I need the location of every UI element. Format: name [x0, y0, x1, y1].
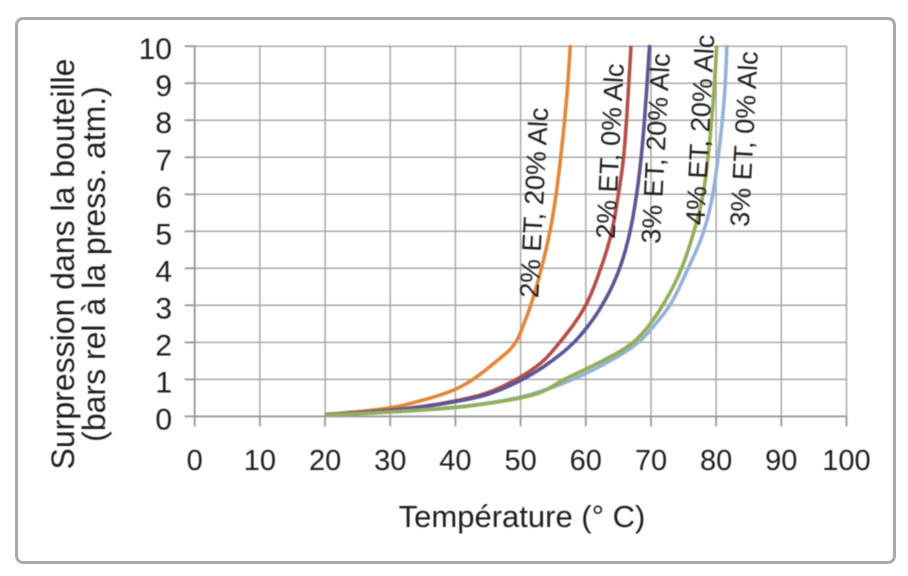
- svg-text:2: 2: [155, 329, 172, 362]
- svg-text:9: 9: [155, 70, 172, 103]
- svg-text:4% ET, 20% Alc: 4% ET, 20% Alc: [680, 34, 720, 226]
- svg-text:90: 90: [765, 445, 797, 477]
- svg-text:Température (° C): Température (° C): [399, 499, 646, 534]
- svg-text:3% ET, 0% Alc: 3% ET, 0% Alc: [725, 50, 764, 227]
- svg-text:60: 60: [570, 445, 602, 477]
- svg-text:(bars rel à la press. atm.): (bars rel à la press. atm.): [76, 86, 112, 442]
- svg-text:5: 5: [155, 218, 172, 251]
- svg-text:10: 10: [244, 445, 276, 477]
- svg-text:40: 40: [439, 445, 471, 477]
- svg-text:3: 3: [155, 292, 172, 325]
- svg-text:30: 30: [374, 445, 406, 477]
- svg-text:50: 50: [504, 445, 536, 477]
- svg-text:1: 1: [155, 366, 172, 399]
- svg-text:3% ET, 20% Alc: 3% ET, 20% Alc: [636, 52, 676, 244]
- svg-text:20: 20: [309, 445, 341, 477]
- svg-text:0: 0: [155, 403, 172, 436]
- svg-text:Surpression dans la bouteille: Surpression dans la bouteille: [45, 59, 81, 470]
- svg-text:7: 7: [155, 144, 172, 177]
- svg-text:0: 0: [187, 445, 203, 477]
- svg-text:80: 80: [700, 445, 732, 477]
- svg-text:10: 10: [139, 33, 172, 66]
- svg-text:6: 6: [155, 181, 172, 214]
- svg-text:2% ET, 0% Alc: 2% ET, 0% Alc: [591, 63, 630, 240]
- svg-text:8: 8: [155, 107, 172, 140]
- svg-text:4: 4: [155, 255, 172, 288]
- svg-text:100: 100: [822, 445, 870, 477]
- svg-text:70: 70: [635, 445, 667, 477]
